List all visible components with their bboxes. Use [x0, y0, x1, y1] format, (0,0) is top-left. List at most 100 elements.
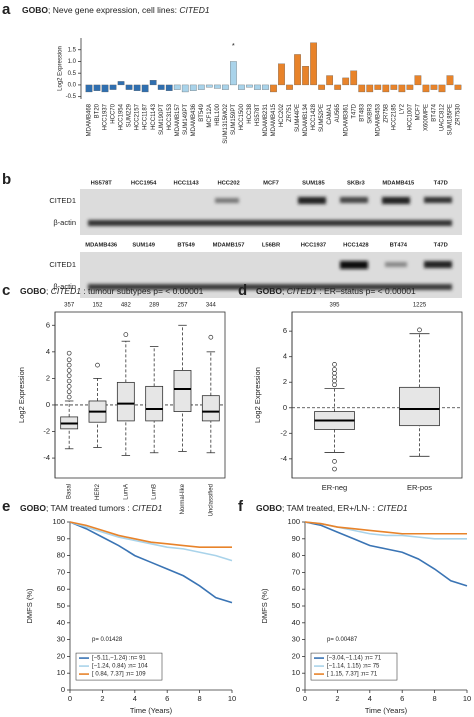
- bar: [342, 77, 350, 86]
- legend-label: [−1.24, 0.84) :n= 104: [92, 664, 148, 670]
- count-label: 257: [177, 303, 188, 309]
- blot-bands: [88, 197, 452, 226]
- x-tick-label: 4: [133, 694, 137, 703]
- x-tick-label: HCC1500: [239, 103, 245, 130]
- y-axis-label: DMFS (%): [25, 588, 34, 623]
- y-tick-label: 20: [57, 651, 65, 660]
- y-tick-label: 10: [57, 668, 65, 677]
- lane-label: L56BR: [262, 243, 281, 249]
- bar: [141, 84, 149, 93]
- bar: [149, 80, 157, 86]
- bar: [109, 84, 117, 90]
- title-part: ; TAM treated, ER+/LN- :: [282, 503, 377, 513]
- legend-label: [ 0.84, 7.37] :n= 109: [92, 672, 146, 678]
- outlier: [332, 459, 337, 464]
- x-tick-label: MDAMB361: [343, 103, 349, 136]
- box: [201, 395, 220, 422]
- bar: [197, 84, 205, 90]
- x-tick-label: 8: [198, 694, 202, 703]
- legend-label: [−5.11,−1.24) :n= 91: [92, 656, 146, 662]
- x-tick-label: X600MPE: [423, 104, 429, 131]
- bar: [181, 84, 189, 93]
- bar: [157, 84, 165, 90]
- panel-letter: d: [238, 282, 247, 299]
- x-tick-label: MDAMB415: [271, 103, 277, 136]
- lane-label: MDAMB415: [382, 181, 415, 187]
- outlier: [66, 350, 72, 356]
- x-tick-label: T47D: [351, 103, 357, 118]
- lane-label: MDAMB157: [213, 243, 245, 249]
- y-tick-label: 70: [57, 567, 65, 576]
- title-part: ; TAM treated tumors :: [46, 503, 132, 513]
- bar: [101, 84, 109, 93]
- y-tick-label: 30: [292, 635, 300, 644]
- x-tick-label: SUM1315MO2: [223, 103, 229, 143]
- lane-label: MDAMB436: [85, 243, 118, 249]
- lane-label: BT474: [390, 243, 408, 249]
- bar: [254, 84, 261, 90]
- x-tick-label: UACC812: [440, 103, 446, 131]
- x-tick-label: HCC1428: [311, 103, 317, 130]
- x-tick-label: HCC2157: [135, 103, 141, 130]
- y-tick-label: 50: [57, 601, 65, 610]
- survival-curve: [304, 521, 468, 587]
- bar: [430, 84, 438, 90]
- x-tick-label: MDAMB453: [375, 103, 381, 136]
- x-tick-label: AU565: [335, 103, 341, 122]
- x-tick-label: 4: [368, 694, 372, 703]
- bar: [422, 84, 430, 93]
- x-tick-label: SKBR3: [367, 103, 373, 123]
- box: [116, 381, 135, 422]
- y-tick-label: 2: [283, 377, 287, 386]
- lane-label: HCC1954: [131, 181, 157, 187]
- panel-letter: e: [2, 498, 10, 515]
- x-tick-label: HCC38: [247, 103, 253, 123]
- x-tick-label: SUM52PE: [319, 104, 325, 132]
- lane-label: HS578T: [91, 181, 113, 187]
- lane-label: T47D: [434, 243, 448, 249]
- bar: [213, 84, 221, 89]
- chart-title: GOBO; CITED1 : tumour subtypes p= < 0.00…: [20, 286, 204, 296]
- outlier: [66, 368, 72, 373]
- count-label: 344: [206, 303, 217, 309]
- bar: [454, 84, 462, 90]
- x-tick-label: LumB: [152, 484, 158, 500]
- x-tick-label: 2: [100, 694, 104, 703]
- title-part: CITED1: [287, 286, 318, 296]
- outlier: [332, 378, 337, 384]
- count-label: 1225: [413, 303, 427, 309]
- title-part: : tumour subtypes p= < 0.00001: [81, 286, 204, 296]
- x-axis-label: Time (Years): [130, 706, 173, 715]
- bar: [390, 84, 398, 90]
- x-tick-label: ZR7530: [456, 103, 462, 125]
- y-tick-label: 50: [292, 601, 300, 610]
- bar: [382, 84, 390, 93]
- x-tick-label: Normal-like: [180, 483, 186, 514]
- box: [173, 370, 192, 413]
- bar: [85, 84, 93, 93]
- x-tick-label: MCF7: [415, 103, 421, 120]
- outlier: [66, 394, 72, 400]
- y-tick-label: 10: [292, 668, 300, 677]
- bar: [262, 84, 269, 90]
- y-tick-label: 2: [46, 373, 50, 382]
- lane-label: SUM149: [132, 243, 155, 249]
- bar: [438, 84, 446, 93]
- panel-letter: c: [2, 282, 10, 299]
- lane-label: HCC1937: [301, 243, 326, 249]
- bar: [358, 84, 366, 93]
- title-part: GOBO: [256, 286, 282, 296]
- x-tick-label: HCC1143: [151, 103, 157, 130]
- x-tick-label: HCC1007: [407, 103, 413, 130]
- y-tick-label: 6: [283, 326, 287, 335]
- bar: [350, 70, 358, 86]
- bar: [326, 75, 334, 86]
- outlier: [208, 334, 214, 340]
- x-tick-label: ZR75B: [383, 104, 389, 123]
- title-part: ;: [46, 286, 51, 296]
- bar: [246, 84, 253, 88]
- y-tick-label: -4: [280, 454, 287, 463]
- x-tick-label: MDAMB468: [87, 103, 93, 136]
- title-part: CITED1: [132, 503, 163, 513]
